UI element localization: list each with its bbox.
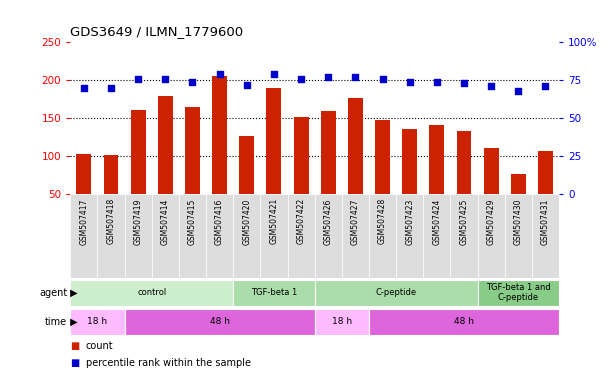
Bar <box>505 194 532 278</box>
Text: 48 h: 48 h <box>210 317 230 326</box>
Text: count: count <box>86 341 113 351</box>
Text: GSM507422: GSM507422 <box>296 198 306 244</box>
Bar <box>342 194 369 278</box>
Bar <box>538 151 553 194</box>
Bar <box>402 129 417 194</box>
Bar <box>315 194 342 278</box>
Bar <box>233 194 260 278</box>
Point <box>269 71 279 77</box>
Text: ▶: ▶ <box>67 316 78 327</box>
Bar <box>288 194 315 278</box>
Point <box>405 79 415 85</box>
Point <box>351 74 360 80</box>
Text: ▶: ▶ <box>67 288 78 298</box>
Bar <box>240 136 254 194</box>
Text: GSM507414: GSM507414 <box>161 198 170 245</box>
Bar <box>70 194 97 278</box>
Bar <box>450 194 478 278</box>
Point <box>188 79 197 85</box>
Text: GSM507426: GSM507426 <box>324 198 333 245</box>
Text: C-peptide: C-peptide <box>376 288 417 297</box>
Bar <box>70 309 125 334</box>
Text: agent: agent <box>39 288 67 298</box>
Text: GSM507429: GSM507429 <box>487 198 496 245</box>
Text: GSM507428: GSM507428 <box>378 198 387 244</box>
Bar <box>430 125 444 194</box>
Text: GSM507425: GSM507425 <box>459 198 469 245</box>
Point <box>541 83 551 89</box>
Bar <box>375 120 390 194</box>
Bar <box>185 108 200 194</box>
Text: GSM507423: GSM507423 <box>405 198 414 245</box>
Bar <box>348 98 363 194</box>
Text: 18 h: 18 h <box>87 317 108 326</box>
Bar <box>103 155 119 194</box>
Point <box>214 71 224 77</box>
Text: control: control <box>137 288 166 297</box>
Bar <box>125 309 315 334</box>
Text: 18 h: 18 h <box>332 317 352 326</box>
Bar <box>315 280 478 306</box>
Text: GSM507418: GSM507418 <box>106 198 115 244</box>
Text: GSM507415: GSM507415 <box>188 198 197 245</box>
Bar <box>456 131 472 194</box>
Text: GSM507417: GSM507417 <box>79 198 89 245</box>
Point <box>459 80 469 86</box>
Point <box>161 76 170 82</box>
Text: GSM507421: GSM507421 <box>269 198 279 244</box>
Bar <box>266 88 282 194</box>
Text: GSM507416: GSM507416 <box>215 198 224 245</box>
Text: time: time <box>45 316 67 327</box>
Bar <box>125 194 152 278</box>
Text: 48 h: 48 h <box>454 317 474 326</box>
Bar <box>233 280 315 306</box>
Bar <box>131 111 145 194</box>
Text: GSM507420: GSM507420 <box>243 198 251 245</box>
Bar <box>321 111 335 194</box>
Bar <box>423 194 450 278</box>
Text: ■: ■ <box>70 341 79 351</box>
Point <box>242 82 252 88</box>
Bar <box>97 194 125 278</box>
Text: GSM507430: GSM507430 <box>514 198 523 245</box>
Bar <box>158 96 173 194</box>
Point <box>133 76 143 82</box>
Bar <box>206 194 233 278</box>
Text: GSM507431: GSM507431 <box>541 198 550 245</box>
Text: GSM507427: GSM507427 <box>351 198 360 245</box>
Text: percentile rank within the sample: percentile rank within the sample <box>86 358 251 368</box>
Point <box>378 76 387 82</box>
Bar <box>152 194 179 278</box>
Point <box>513 88 523 94</box>
Text: ■: ■ <box>70 358 79 368</box>
Bar <box>179 194 206 278</box>
Point <box>296 76 306 82</box>
Bar <box>532 194 559 278</box>
Text: GSM507424: GSM507424 <box>433 198 441 245</box>
Point <box>486 83 496 89</box>
Bar <box>294 117 309 194</box>
Bar <box>369 194 396 278</box>
Bar <box>369 309 559 334</box>
Text: TGF-beta 1 and
C-peptide: TGF-beta 1 and C-peptide <box>486 283 551 302</box>
Text: GSM507419: GSM507419 <box>134 198 142 245</box>
Point <box>106 85 116 91</box>
Point <box>323 74 333 80</box>
Bar <box>484 149 499 194</box>
Bar <box>260 194 288 278</box>
Text: TGF-beta 1: TGF-beta 1 <box>251 288 297 297</box>
Bar <box>70 280 233 306</box>
Point <box>432 79 442 85</box>
Point <box>79 85 89 91</box>
Bar <box>478 194 505 278</box>
Bar <box>478 280 559 306</box>
Bar <box>76 154 91 194</box>
Bar <box>315 309 369 334</box>
Bar <box>396 194 423 278</box>
Bar <box>511 174 526 194</box>
Bar <box>212 76 227 194</box>
Text: GDS3649 / ILMN_1779600: GDS3649 / ILMN_1779600 <box>70 25 243 38</box>
